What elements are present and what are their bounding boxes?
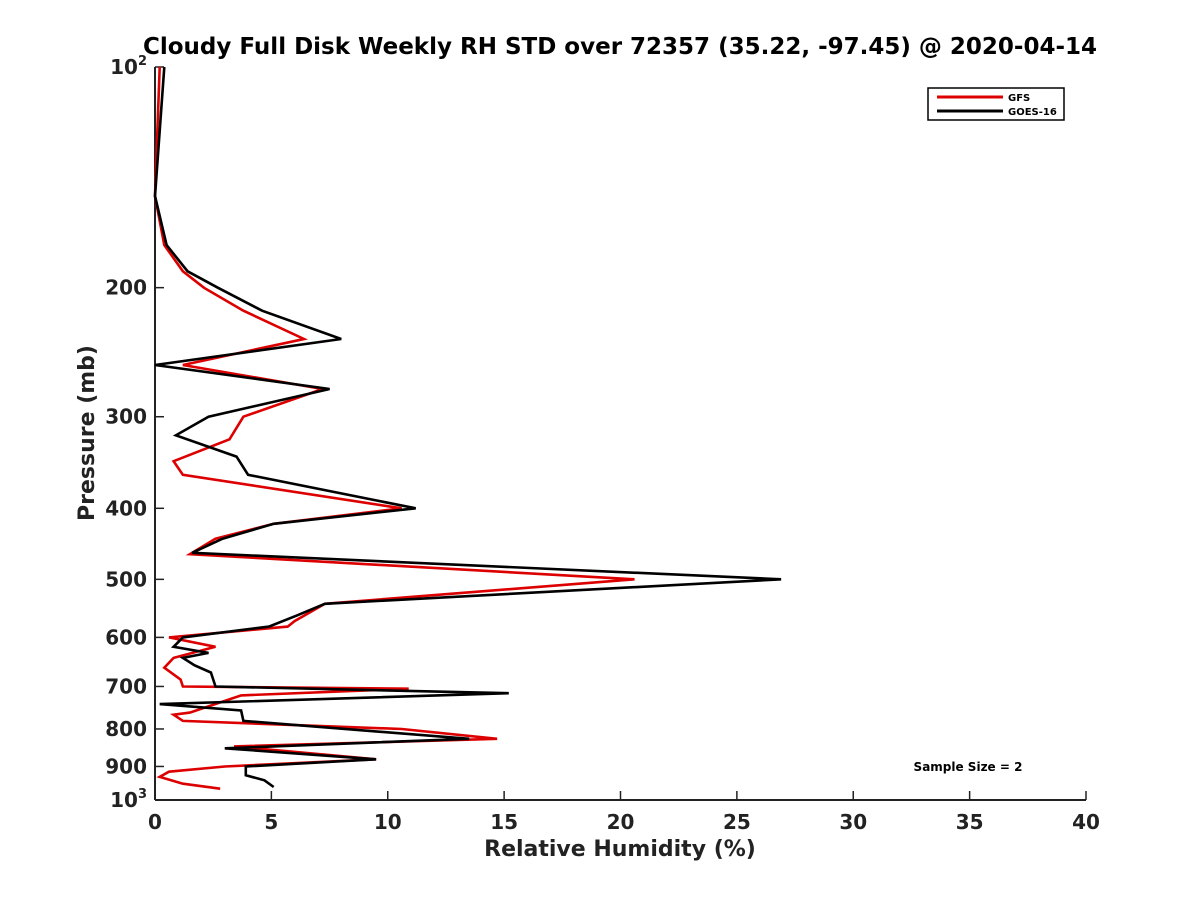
y-tick-base: 800 — [105, 717, 147, 741]
y-tick-label: 400 — [105, 496, 147, 520]
y-tick-base: 900 — [105, 754, 147, 778]
y-tick-base: 500 — [105, 567, 147, 591]
x-tick-label: 40 — [1072, 810, 1100, 834]
x-tick-label: 5 — [264, 810, 278, 834]
y-tick-label: 300 — [105, 405, 147, 429]
y-tick-base: 400 — [105, 496, 147, 520]
x-tick-label: 0 — [148, 810, 162, 834]
y-tick-base: 10 — [110, 788, 138, 812]
y-tick-exponent: 2 — [138, 54, 147, 69]
x-tick-label: 10 — [374, 810, 402, 834]
y-tick-base: 300 — [105, 405, 147, 429]
y-axis-label: Pressure (mb) — [75, 345, 100, 521]
y-tick-label: 500 — [105, 567, 147, 591]
y-tick-exponent: 3 — [138, 787, 147, 802]
y-tick-label: 700 — [105, 674, 147, 698]
series-line-gfs — [153, 66, 635, 790]
y-tick-base: 200 — [105, 276, 147, 300]
legend: GFS GOES-16 — [927, 87, 1065, 121]
sample-size-annotation: Sample Size = 2 — [914, 760, 1023, 774]
plot-area: 0 5 10 15 20 25 30 35 40 10220030040050060070080… — [105, 54, 1100, 834]
series-line-goes-16 — [153, 66, 782, 789]
y-tick-label: 103 — [110, 787, 147, 812]
y-tick-base: 700 — [105, 674, 147, 698]
x-tick-label: 30 — [839, 810, 867, 834]
y-tick-label: 900 — [105, 754, 147, 778]
chart-title: Cloudy Full Disk Weekly RH STD over 7235… — [143, 34, 1097, 60]
y-tick-base: 10 — [110, 55, 138, 79]
x-tick-label: 20 — [607, 810, 635, 834]
y-tick-label: 102 — [110, 54, 147, 79]
y-tick-label: 800 — [105, 717, 147, 741]
legend-label-goes16: GOES-16 — [1008, 107, 1057, 118]
y-tick-base: 600 — [105, 625, 147, 649]
y-tick-label: 200 — [105, 276, 147, 300]
x-axis-label: Relative Humidity (%) — [484, 837, 756, 862]
y-tick-label: 600 — [105, 625, 147, 649]
legend-label-gfs: GFS — [1008, 93, 1030, 104]
x-tick-label: 25 — [723, 810, 751, 834]
x-tick-label: 15 — [490, 810, 518, 834]
legend-box — [927, 87, 1065, 121]
x-tick-label: 35 — [956, 810, 984, 834]
series-group — [153, 66, 782, 790]
x-ticks: 0 5 10 15 20 25 30 35 40 — [148, 791, 1100, 834]
